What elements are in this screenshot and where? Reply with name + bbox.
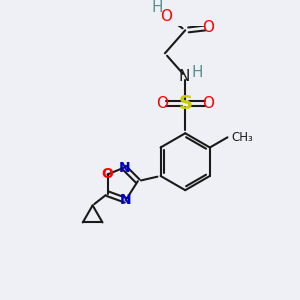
Text: N: N bbox=[178, 69, 190, 84]
Text: N: N bbox=[118, 160, 130, 175]
Text: S: S bbox=[178, 94, 192, 113]
Text: O: O bbox=[102, 167, 113, 182]
Text: CH₃: CH₃ bbox=[232, 131, 253, 144]
Text: O: O bbox=[156, 96, 168, 111]
Text: H: H bbox=[192, 65, 203, 80]
Text: O: O bbox=[202, 96, 214, 111]
Text: H: H bbox=[151, 0, 163, 15]
Text: O: O bbox=[202, 20, 214, 35]
Text: O: O bbox=[160, 9, 172, 24]
Text: N: N bbox=[120, 193, 131, 207]
